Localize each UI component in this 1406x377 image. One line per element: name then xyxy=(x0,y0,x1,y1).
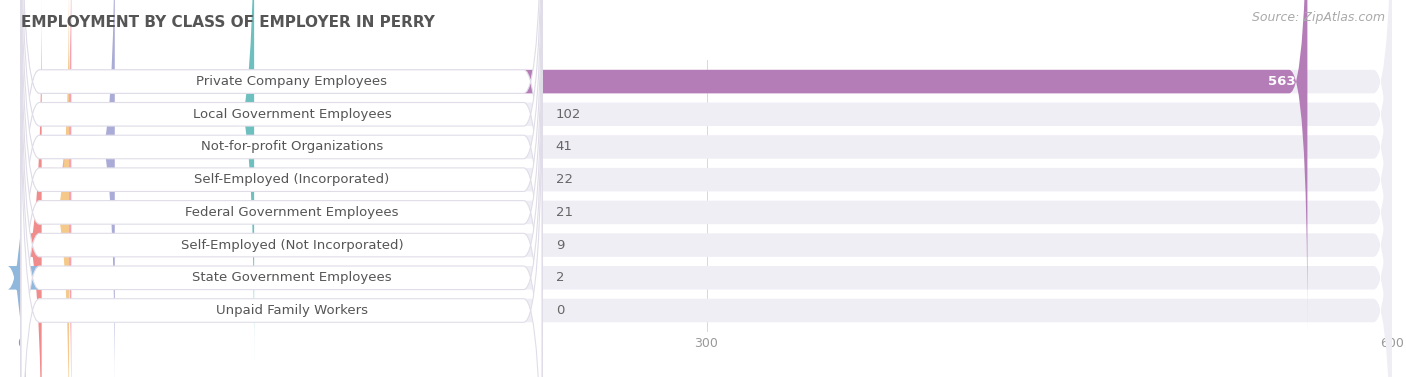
Text: 9: 9 xyxy=(555,239,564,251)
Text: Federal Government Employees: Federal Government Employees xyxy=(186,206,399,219)
FancyBboxPatch shape xyxy=(21,0,42,377)
Text: 22: 22 xyxy=(555,173,572,186)
Text: Private Company Employees: Private Company Employees xyxy=(197,75,388,88)
FancyBboxPatch shape xyxy=(21,0,543,377)
Text: Self-Employed (Incorporated): Self-Employed (Incorporated) xyxy=(194,173,389,186)
FancyBboxPatch shape xyxy=(21,0,543,377)
Text: Not-for-profit Organizations: Not-for-profit Organizations xyxy=(201,141,382,153)
FancyBboxPatch shape xyxy=(21,0,1392,377)
FancyBboxPatch shape xyxy=(21,0,1392,331)
FancyBboxPatch shape xyxy=(21,0,543,377)
Text: 41: 41 xyxy=(555,141,572,153)
FancyBboxPatch shape xyxy=(21,28,543,377)
FancyBboxPatch shape xyxy=(21,0,1392,377)
Text: 2: 2 xyxy=(555,271,564,284)
Text: Local Government Employees: Local Government Employees xyxy=(193,108,391,121)
Text: 102: 102 xyxy=(555,108,581,121)
Text: State Government Employees: State Government Employees xyxy=(193,271,392,284)
FancyBboxPatch shape xyxy=(21,0,543,331)
FancyBboxPatch shape xyxy=(21,0,1392,377)
FancyBboxPatch shape xyxy=(21,0,543,377)
FancyBboxPatch shape xyxy=(21,0,69,377)
FancyBboxPatch shape xyxy=(21,0,254,364)
FancyBboxPatch shape xyxy=(21,0,115,377)
FancyBboxPatch shape xyxy=(21,0,72,377)
FancyBboxPatch shape xyxy=(21,0,543,364)
Text: Unpaid Family Workers: Unpaid Family Workers xyxy=(217,304,368,317)
FancyBboxPatch shape xyxy=(21,0,1392,364)
Text: 563: 563 xyxy=(1268,75,1296,88)
Text: 21: 21 xyxy=(555,206,572,219)
FancyBboxPatch shape xyxy=(7,28,39,377)
FancyBboxPatch shape xyxy=(21,0,1392,377)
Text: EMPLOYMENT BY CLASS OF EMPLOYER IN PERRY: EMPLOYMENT BY CLASS OF EMPLOYER IN PERRY xyxy=(21,15,434,30)
Text: Source: ZipAtlas.com: Source: ZipAtlas.com xyxy=(1251,11,1385,24)
FancyBboxPatch shape xyxy=(21,61,1392,377)
FancyBboxPatch shape xyxy=(21,0,1308,331)
Text: Self-Employed (Not Incorporated): Self-Employed (Not Incorporated) xyxy=(180,239,404,251)
FancyBboxPatch shape xyxy=(21,28,1392,377)
FancyBboxPatch shape xyxy=(21,61,543,377)
Text: 0: 0 xyxy=(555,304,564,317)
